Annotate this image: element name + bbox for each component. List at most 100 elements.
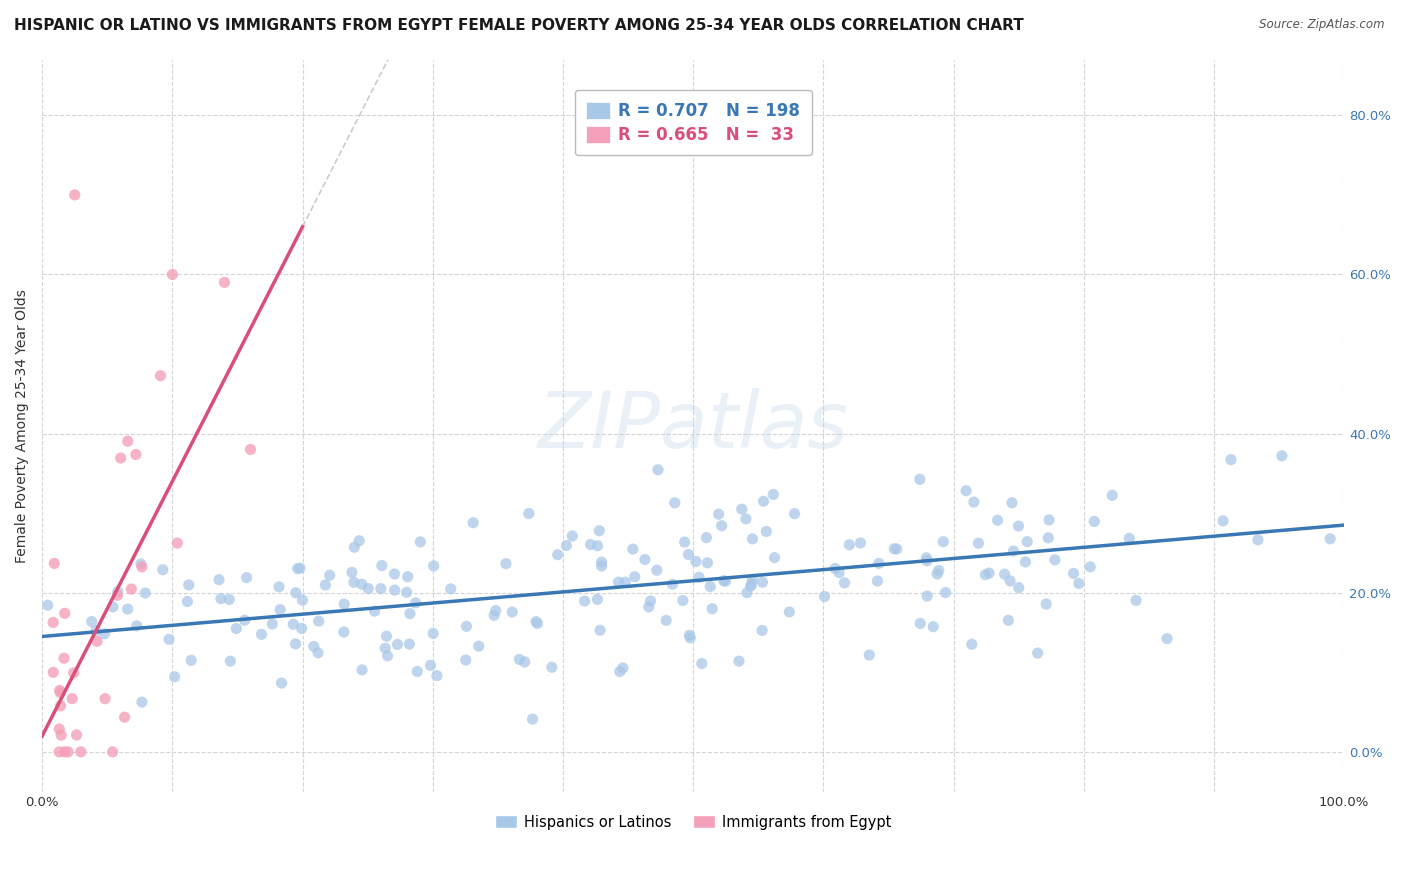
Point [955, 483, 977, 498]
Point [152, 563, 174, 577]
Point [157, 632, 180, 647]
Point [1067, 576, 1090, 591]
Point [409, 534, 432, 549]
Point [384, 566, 406, 581]
Point [883, 541, 905, 556]
Point [998, 574, 1021, 588]
Point [482, 608, 505, 623]
Point [284, 586, 307, 600]
Point [377, 648, 399, 663]
Point [579, 537, 602, 551]
Point [713, 574, 735, 588]
Point [62, 665, 84, 680]
Point [426, 668, 449, 682]
Point [1101, 488, 1123, 502]
Point [993, 567, 1015, 582]
Point [53, 651, 76, 665]
Point [314, 578, 336, 592]
Point [422, 558, 444, 573]
Point [357, 582, 380, 596]
Point [262, 616, 284, 631]
Point [1247, 533, 1270, 547]
Point [778, 605, 800, 619]
Point [1212, 514, 1234, 528]
Point [48, 745, 70, 759]
Point [1007, 519, 1029, 533]
Point [634, 552, 657, 566]
Point [561, 529, 583, 543]
Point [51, 728, 73, 742]
Point [997, 613, 1019, 627]
Point [291, 621, 314, 635]
Point [731, 502, 754, 516]
Text: HISPANIC OR LATINO VS IMMIGRANTS FROM EGYPT FEMALE POVERTY AMONG 25-34 YEAR OLDS: HISPANIC OR LATINO VS IMMIGRANTS FROM EG… [14, 18, 1024, 33]
Point [454, 653, 477, 667]
Point [399, 607, 422, 621]
Point [235, 571, 257, 585]
Point [609, 665, 631, 679]
Point [591, 555, 613, 569]
Point [751, 624, 773, 638]
Point [696, 556, 718, 570]
Point [762, 487, 785, 501]
Point [370, 582, 392, 596]
Point [42, 665, 65, 680]
Point [1078, 559, 1101, 574]
Point [94, 691, 117, 706]
Point [974, 567, 997, 582]
Point [977, 566, 1000, 580]
Point [661, 577, 683, 591]
Point [107, 584, 129, 599]
Point [824, 561, 846, 575]
Point [586, 539, 609, 553]
Point [371, 558, 394, 573]
Point [37, 598, 59, 612]
Point [163, 670, 186, 684]
Point [828, 566, 851, 580]
Point [741, 577, 763, 591]
Point [107, 588, 129, 602]
Point [1017, 534, 1039, 549]
Point [1043, 553, 1066, 567]
Point [849, 536, 872, 550]
Point [685, 554, 707, 568]
Point [219, 654, 242, 668]
Point [84, 624, 107, 638]
Point [149, 368, 172, 383]
Point [1002, 544, 1025, 558]
Point [44, 557, 66, 571]
Point [384, 583, 406, 598]
Point [209, 591, 232, 606]
Point [1001, 496, 1024, 510]
Point [664, 496, 686, 510]
Point [886, 541, 908, 556]
Point [1271, 449, 1294, 463]
Point [637, 599, 659, 614]
Point [283, 617, 305, 632]
Point [422, 626, 444, 640]
Point [927, 567, 949, 582]
Point [233, 613, 256, 627]
Point [347, 533, 370, 548]
Point [763, 550, 786, 565]
Point [287, 562, 309, 576]
Point [555, 539, 578, 553]
Point [935, 585, 957, 599]
Point [547, 548, 569, 562]
Point [375, 629, 398, 643]
Point [517, 507, 540, 521]
Point [751, 575, 773, 590]
Point [463, 516, 485, 530]
Point [177, 578, 200, 592]
Point [267, 580, 290, 594]
Point [928, 564, 950, 578]
Point [501, 605, 523, 619]
Point [363, 604, 385, 618]
Point [93, 627, 115, 641]
Point [741, 572, 763, 586]
Point [467, 639, 489, 653]
Point [374, 641, 396, 656]
Point [225, 622, 247, 636]
Point [710, 518, 733, 533]
Point [908, 472, 931, 486]
